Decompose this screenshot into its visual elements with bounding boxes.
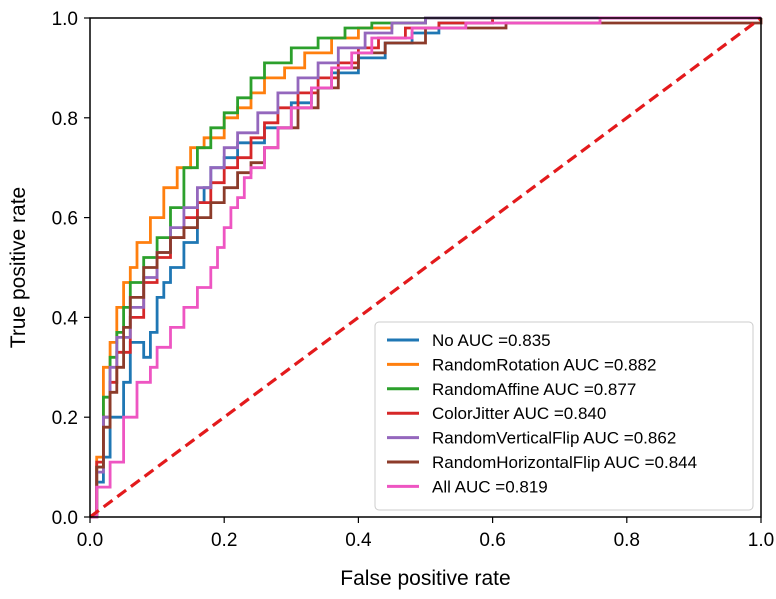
chance-diagonal-line [89,16,762,519]
y-axis-label: True positive rate [7,187,30,348]
series-line-5 [90,18,763,519]
legend: No AUC =0.835 RandomRotation AUC =0.882 Ra… [374,321,754,511]
series-line-6 [90,16,761,519]
y-tick-label: 0.0 [52,508,78,529]
series-layer [89,16,763,519]
x-tick-label: 0.8 [614,530,640,551]
y-tick-label: 0.4 [52,308,79,329]
x-axis-label: False positive rate [340,567,510,590]
legend-label-4: RandomVerticalFlip AUC =0.862 [432,429,676,448]
plot-frame [89,17,762,518]
series-line-4 [90,16,761,519]
legend-box [374,321,754,511]
ticks-layer: 0.0 0.2 0.4 0.6 0.8 1.0 0.0 0.2 0.4 0.6 0.8 1.0 [52,9,775,551]
x-tick-label: 0.4 [345,530,372,551]
legend-label-1: RandomRotation AUC =0.882 [432,355,656,374]
legend-label-5: RandomHorizontalFlip AUC =0.844 [432,453,697,472]
x-tick-label: 0.6 [479,530,505,551]
series-line-3 [90,16,761,519]
y-tick-label: 0.8 [52,109,78,130]
legend-label-3: ColorJitter AUC =0.840 [432,404,606,423]
x-tick-label: 0.2 [211,530,237,551]
y-tick-label: 0.6 [52,209,78,230]
x-tick-label: 0.0 [77,530,103,551]
x-tick-label: 1.0 [748,530,774,551]
y-tick-label: 1.0 [52,9,78,30]
y-tick-label: 0.2 [52,408,78,429]
legend-label-6: All AUC =0.819 [432,477,548,496]
legend-label-0: No AUC =0.835 [432,331,551,350]
legend-label-2: RandomAffine AUC =0.877 [432,380,636,399]
